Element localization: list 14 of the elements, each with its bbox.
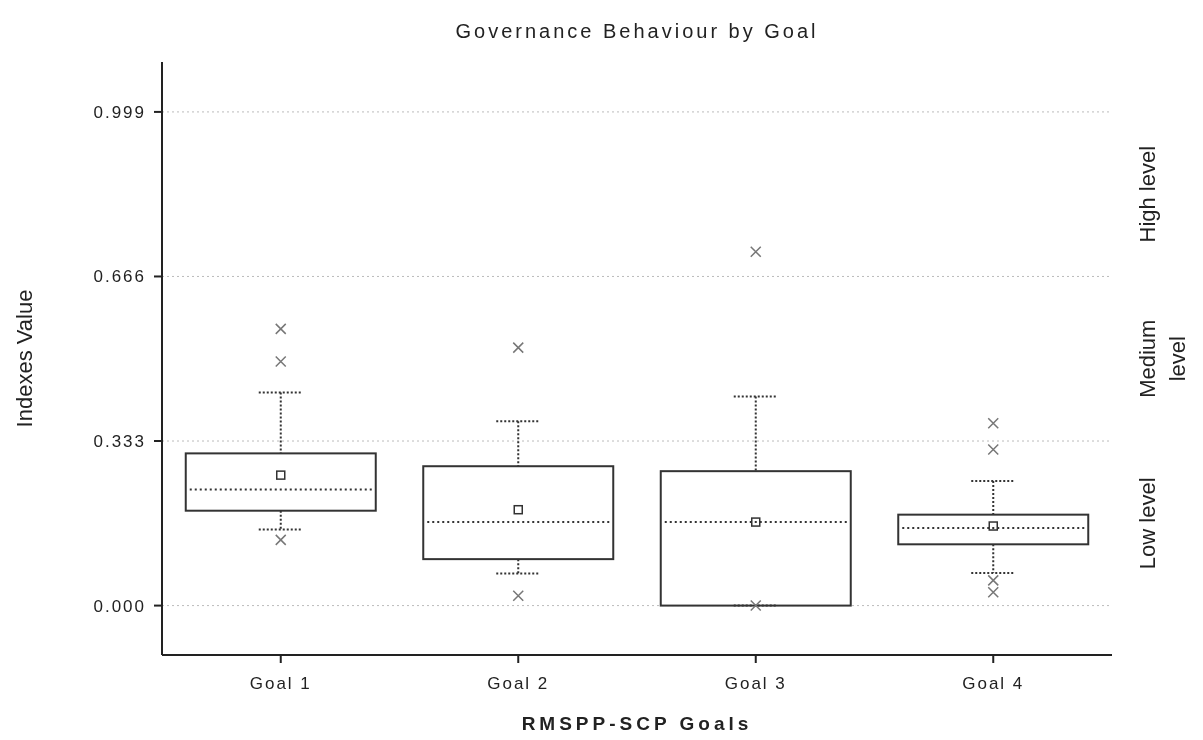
chart-title: Governance Behaviour by Goal [455, 20, 819, 42]
text: Medium level [1135, 319, 1190, 398]
y-tick-label: 0.000 [93, 596, 146, 616]
y-axis-title: Indexes Value [12, 289, 37, 428]
text: Low level [1135, 477, 1160, 570]
x-axis-title: RMSPP-SCP Goals [521, 713, 753, 734]
x-tick-label: Goal 3 [724, 674, 787, 693]
y-tick-label: 0.999 [93, 102, 146, 122]
y-tick-label: 0.333 [93, 431, 146, 451]
x-tick-label: Goal 4 [962, 674, 1025, 693]
y-tick-label: 0.666 [93, 267, 146, 287]
x-tick-label: Goal 1 [249, 674, 312, 693]
x-tick-label: Goal 2 [487, 674, 550, 693]
text: High level [1135, 145, 1160, 243]
